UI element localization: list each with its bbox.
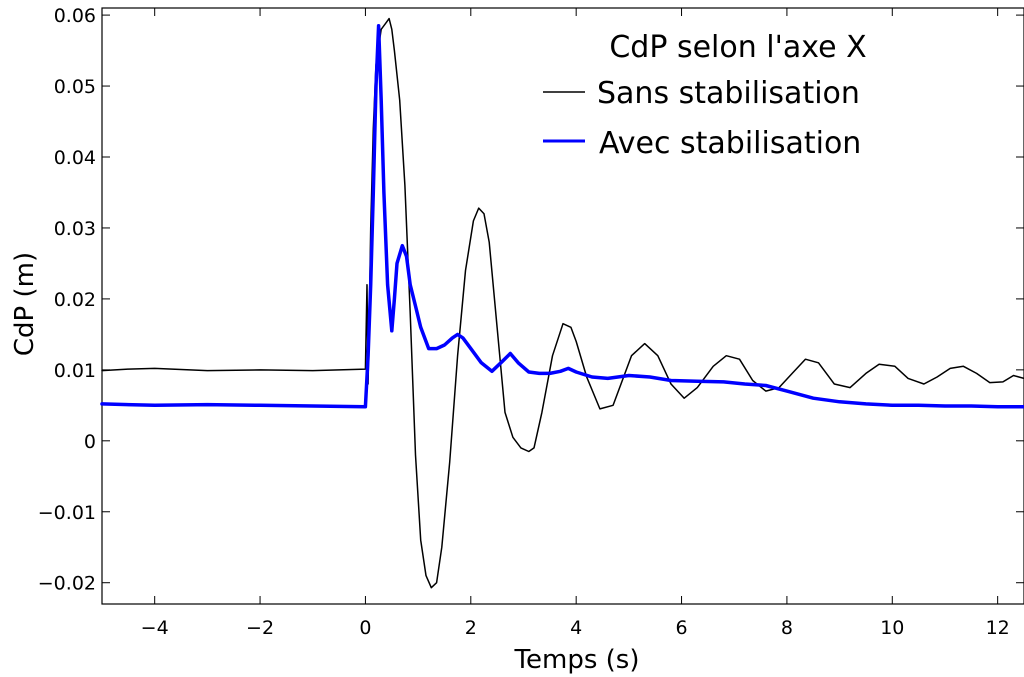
y-tick-label: 0.03 <box>54 218 96 240</box>
y-axis-label: CdP (m) <box>10 252 40 356</box>
legend-label-sans-stabilisation: Sans stabilisation <box>597 76 860 111</box>
x-tick-label: −4 <box>141 617 169 639</box>
x-tick-label: 10 <box>880 617 904 639</box>
plot-frame <box>102 8 1024 604</box>
x-tick-label: 6 <box>675 617 687 639</box>
y-tick-label: 0.06 <box>54 5 96 27</box>
y-tick-label: 0.01 <box>54 360 96 382</box>
legend-title: CdP selon l'axe X <box>609 30 866 65</box>
y-tick-label: 0.02 <box>54 289 96 311</box>
x-tick-label: 4 <box>570 617 582 639</box>
series-line-avec-stabilisation <box>102 26 1024 407</box>
y-tick-label: 0 <box>84 431 96 453</box>
x-tick-label: 8 <box>781 617 793 639</box>
x-axis-label: Temps (s) <box>514 645 640 675</box>
y-tick-label: 0.04 <box>54 147 96 169</box>
legend-label-avec-stabilisation: Avec stabilisation <box>599 126 861 161</box>
y-tick-label: −0.01 <box>38 502 96 524</box>
x-tick-label: 0 <box>359 617 371 639</box>
x-tick-label: 2 <box>465 617 477 639</box>
y-tick-label: −0.02 <box>38 573 96 595</box>
series-line-sans-stabilisation <box>102 19 1024 588</box>
x-tick-label: 12 <box>986 617 1010 639</box>
x-tick-label: −2 <box>246 617 274 639</box>
y-tick-label: 0.05 <box>54 76 96 98</box>
